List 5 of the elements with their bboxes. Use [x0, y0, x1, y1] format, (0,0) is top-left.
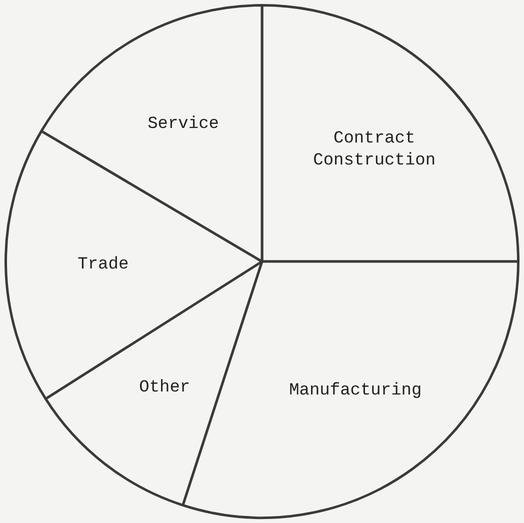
slice-label: Other: [139, 378, 190, 398]
slice-label: Manufacturing: [289, 382, 422, 401]
slice-label: Service: [148, 114, 219, 134]
slice-label: Trade: [78, 255, 129, 274]
slice-label: Contract Construction: [313, 130, 436, 171]
